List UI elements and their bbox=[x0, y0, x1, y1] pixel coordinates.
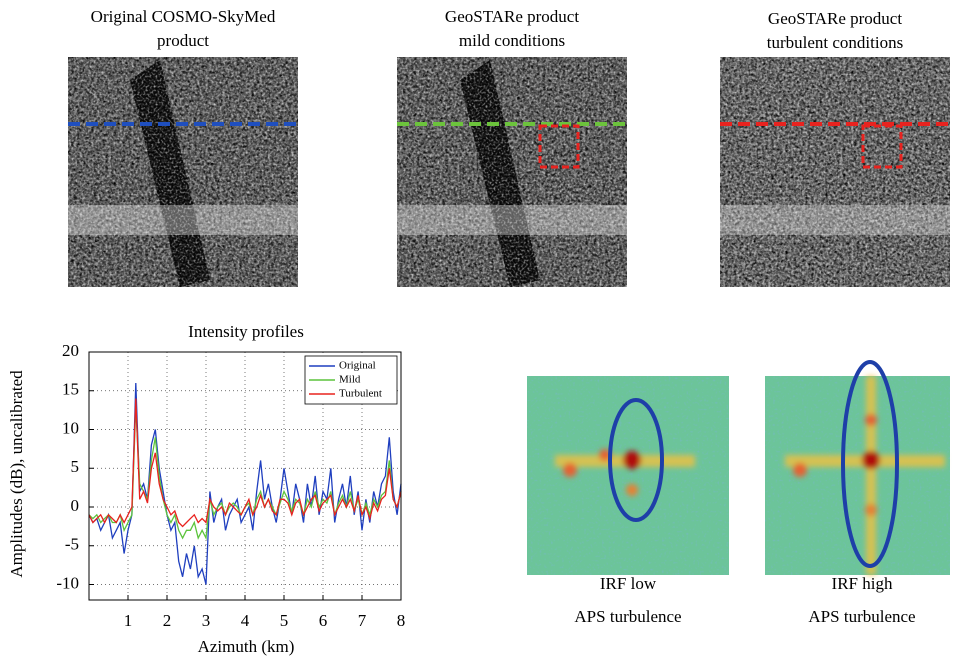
sar-image bbox=[720, 57, 950, 287]
x-tick-label: 5 bbox=[280, 611, 289, 630]
x-tick-label: 1 bbox=[124, 611, 133, 630]
panel-title: Original COSMO-SkyMed bbox=[91, 7, 276, 26]
legend-label: Mild bbox=[339, 374, 361, 386]
x-tick-label: 3 bbox=[202, 611, 211, 630]
legend-label: Original bbox=[339, 360, 376, 372]
data-line bbox=[88, 398, 402, 528]
irf-image bbox=[527, 376, 729, 575]
x-tick-label: 4 bbox=[241, 611, 250, 630]
data-line bbox=[88, 382, 402, 585]
panel-title: product bbox=[157, 31, 209, 50]
y-axis-label: Amplitudes (dB), uncalibrated bbox=[7, 370, 26, 578]
y-tick-label: 0 bbox=[71, 496, 80, 515]
x-tick-label: 7 bbox=[358, 611, 367, 630]
plot-frame bbox=[88, 351, 402, 601]
x-tick-label: 8 bbox=[397, 611, 406, 630]
x-axis-label: Azimuth (km) bbox=[198, 637, 295, 656]
irf-caption: IRF high bbox=[832, 574, 893, 593]
y-tick-label: 5 bbox=[71, 457, 80, 476]
x-tick-label: 2 bbox=[163, 611, 172, 630]
panel-title: turbulent conditions bbox=[767, 33, 903, 52]
y-tick-label: -10 bbox=[56, 573, 79, 592]
sar-image bbox=[68, 57, 298, 287]
y-tick-label: 10 bbox=[62, 418, 79, 437]
irf-caption: IRF low bbox=[600, 574, 657, 593]
sar-images bbox=[68, 57, 950, 287]
chart-title: Intensity profiles bbox=[188, 322, 304, 341]
y-tick-label: -5 bbox=[65, 535, 79, 554]
legend-label: Turbulent bbox=[339, 388, 382, 400]
irf-image bbox=[765, 360, 950, 575]
panel-title: GeoSTARe product bbox=[768, 9, 902, 28]
irf-caption: APS turbulence bbox=[808, 607, 915, 626]
y-tick-label: 20 bbox=[62, 341, 79, 360]
y-tick-label: 15 bbox=[62, 380, 79, 399]
irf-caption: APS turbulence bbox=[574, 607, 681, 626]
x-tick-label: 6 bbox=[319, 611, 328, 630]
panel-title: mild conditions bbox=[459, 31, 565, 50]
sar-image bbox=[397, 57, 627, 287]
irf-images bbox=[527, 360, 950, 575]
panel-title: GeoSTARe product bbox=[445, 7, 579, 26]
